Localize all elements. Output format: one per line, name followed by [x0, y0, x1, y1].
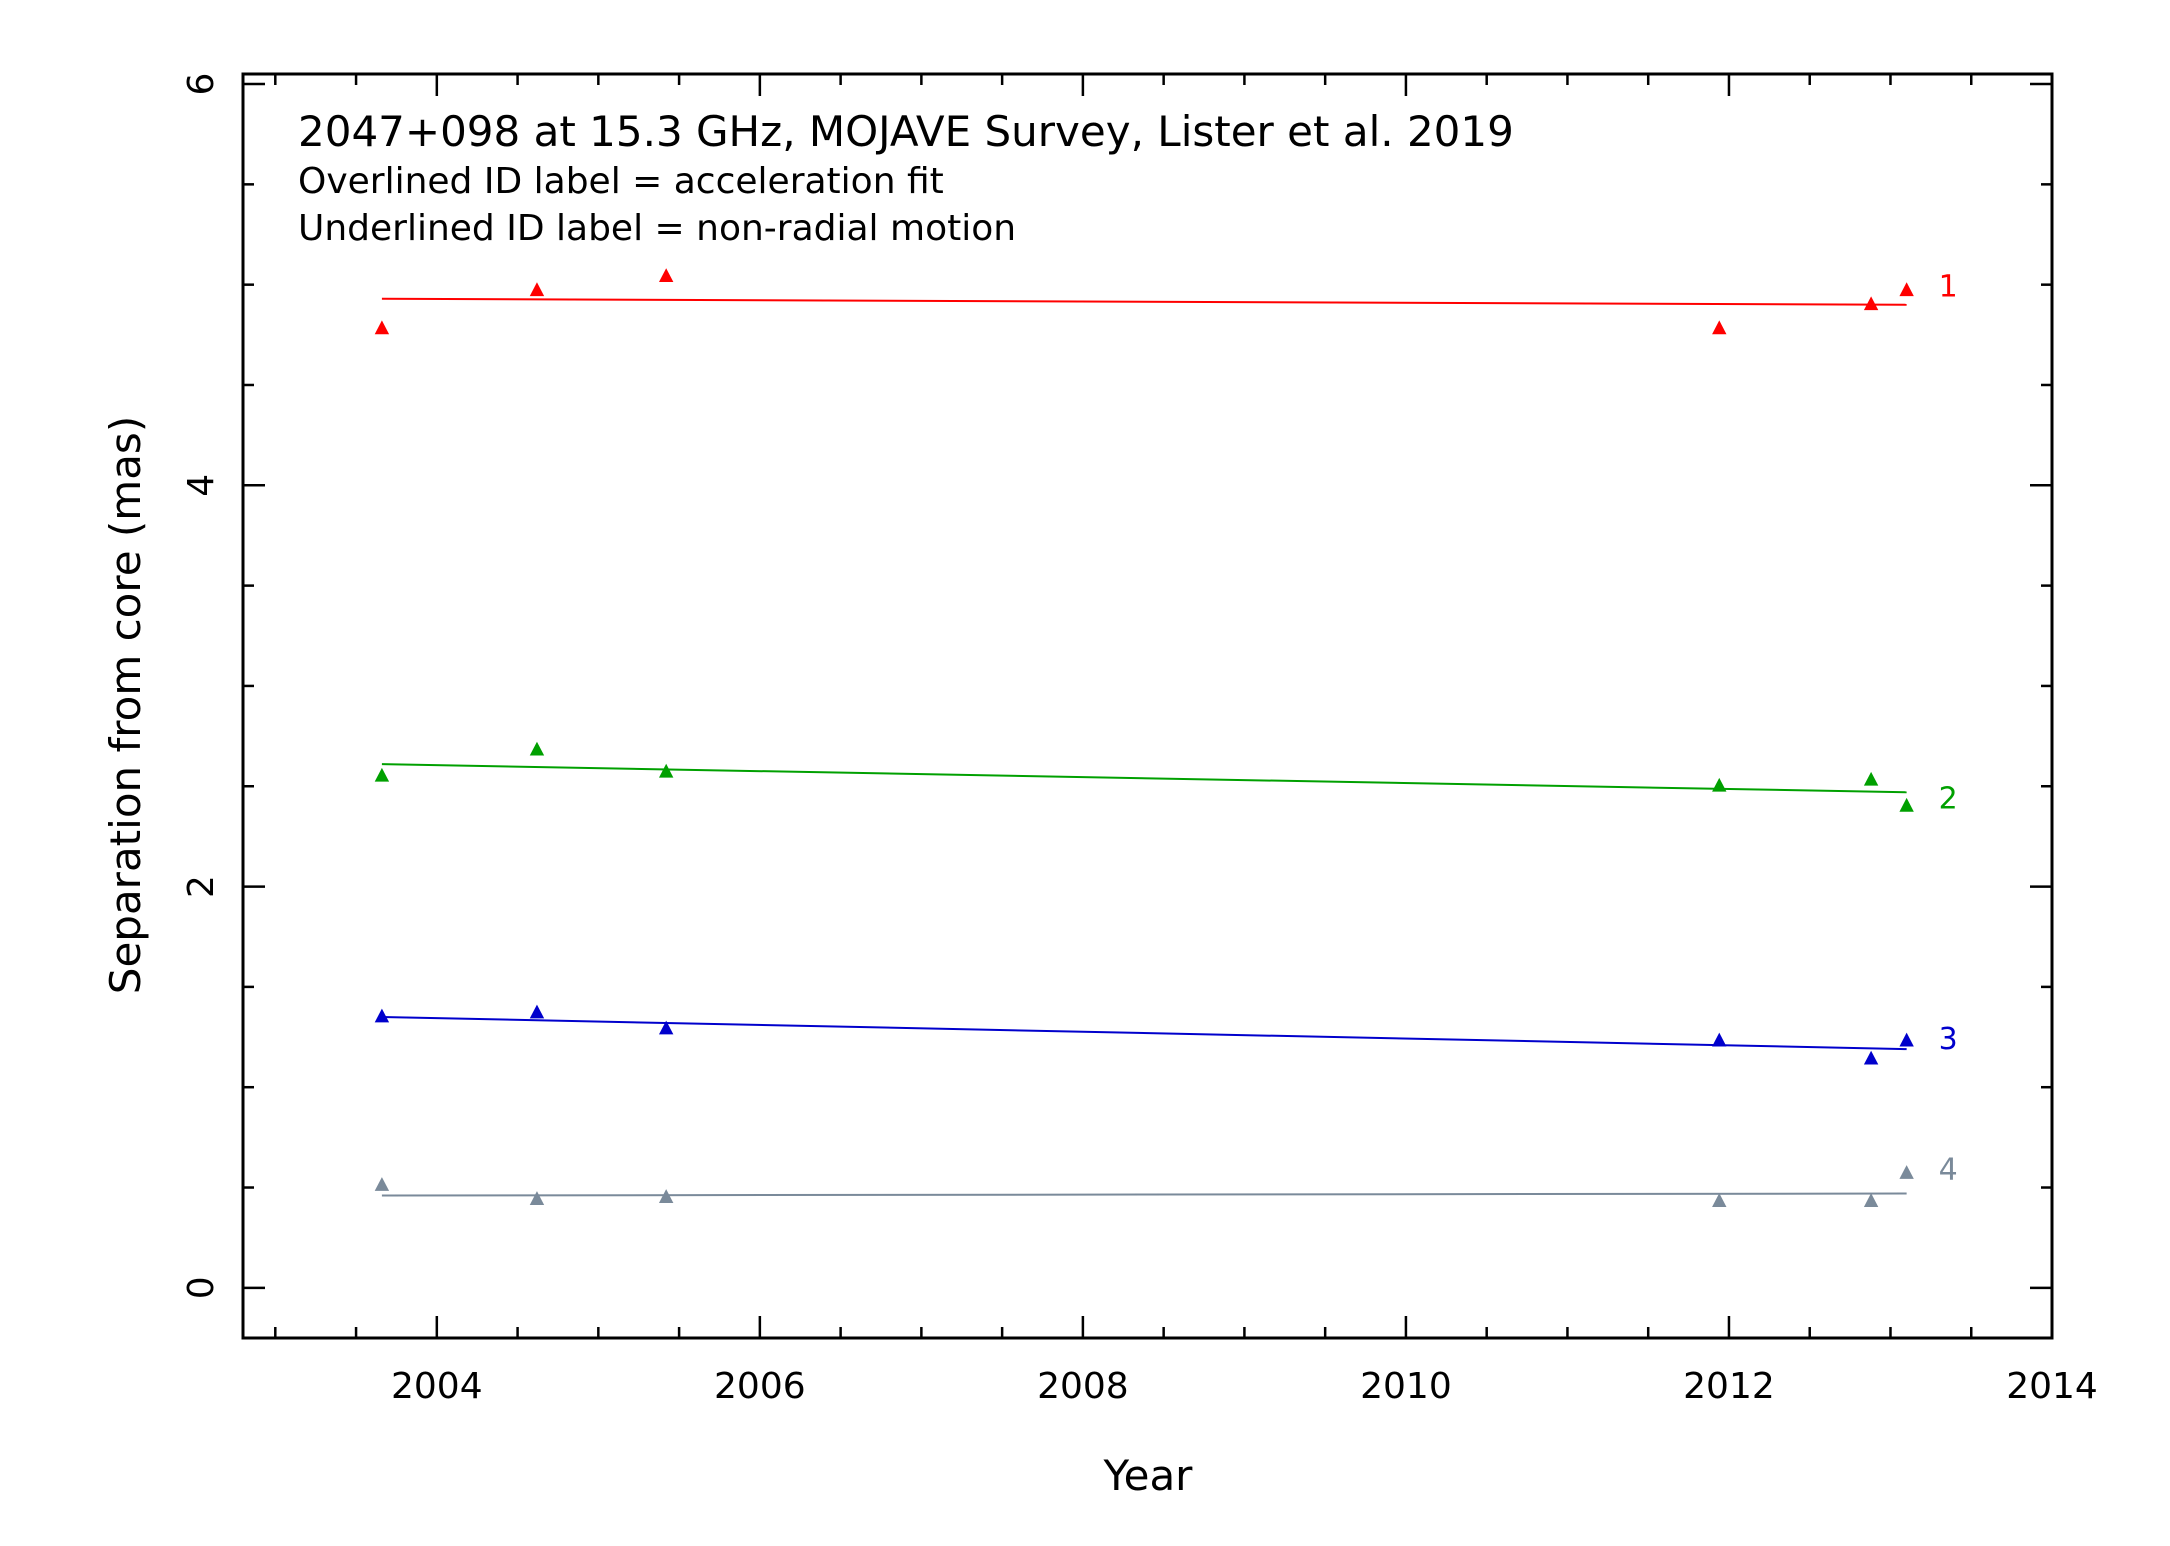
data-point [1899, 1032, 1914, 1047]
series-label: 3 [1939, 1022, 1958, 1057]
y-tick-label: 2 [181, 875, 222, 898]
plot-frame [241, 72, 2054, 1340]
data-point [1863, 1050, 1879, 1065]
data-point [374, 1008, 390, 1023]
data-point [658, 763, 674, 778]
y-tick-label: 0 [181, 1276, 222, 1299]
y-tick-label: 4 [181, 474, 222, 497]
series-label: 2 [1939, 781, 1958, 816]
data-point [1899, 1165, 1914, 1179]
series-1: 1 [374, 268, 1958, 335]
x-tick-label: 2012 [1683, 1366, 1775, 1407]
data-point [529, 1191, 545, 1205]
x-tick-label: 2008 [1037, 1366, 1129, 1407]
data-point [658, 1020, 674, 1035]
x-tick-label: 2006 [714, 1366, 806, 1407]
data-point [1863, 1193, 1879, 1207]
data-point [374, 320, 390, 335]
chart-title: 2047+098 at 15.3 GHz, MOJAVE Survey, Lis… [298, 107, 1514, 156]
series-label: 1 [1939, 270, 1958, 305]
data-point [529, 282, 545, 297]
note-nonradial: Underlined ID label = non-radial motion [298, 208, 1016, 249]
series-4: 4 [374, 1153, 1958, 1207]
series-2: 2 [374, 741, 1958, 816]
data-point [1712, 777, 1727, 792]
data-point [374, 767, 390, 782]
data-point [529, 741, 545, 756]
y-tick-label: 6 [181, 73, 222, 96]
fit-line [381, 1192, 1907, 1197]
fit-line [381, 763, 1907, 794]
y-axis-label: Separation from core (mas) [101, 416, 150, 994]
data-point [658, 268, 674, 283]
data-point [1863, 296, 1879, 311]
note-acceleration: Overlined ID label = acceleration fit [298, 161, 944, 202]
data-point [374, 1177, 390, 1191]
ticks-layer: 2004 2006 2008 2010 2012 2014 0 2 4 6 [181, 73, 2098, 1407]
data-point [1863, 771, 1879, 786]
x-tick-label: 2010 [1360, 1366, 1452, 1407]
series-label: 4 [1939, 1153, 1958, 1188]
fit-line [381, 1015, 1907, 1051]
data-point [1899, 797, 1914, 812]
data-point [1899, 282, 1914, 297]
x-tick-label: 2014 [2006, 1366, 2098, 1407]
data-point [1712, 1032, 1727, 1047]
fit-line [381, 297, 1907, 306]
data-point [529, 1004, 545, 1019]
x-axis-label: Year [1103, 1451, 1194, 1500]
series-layer: 1 2 3 4 [374, 268, 1958, 1207]
data-point [1712, 320, 1727, 335]
series-3: 3 [374, 1004, 1958, 1065]
x-tick-label: 2004 [391, 1366, 483, 1407]
data-point [658, 1189, 674, 1203]
data-point [1712, 1193, 1727, 1207]
